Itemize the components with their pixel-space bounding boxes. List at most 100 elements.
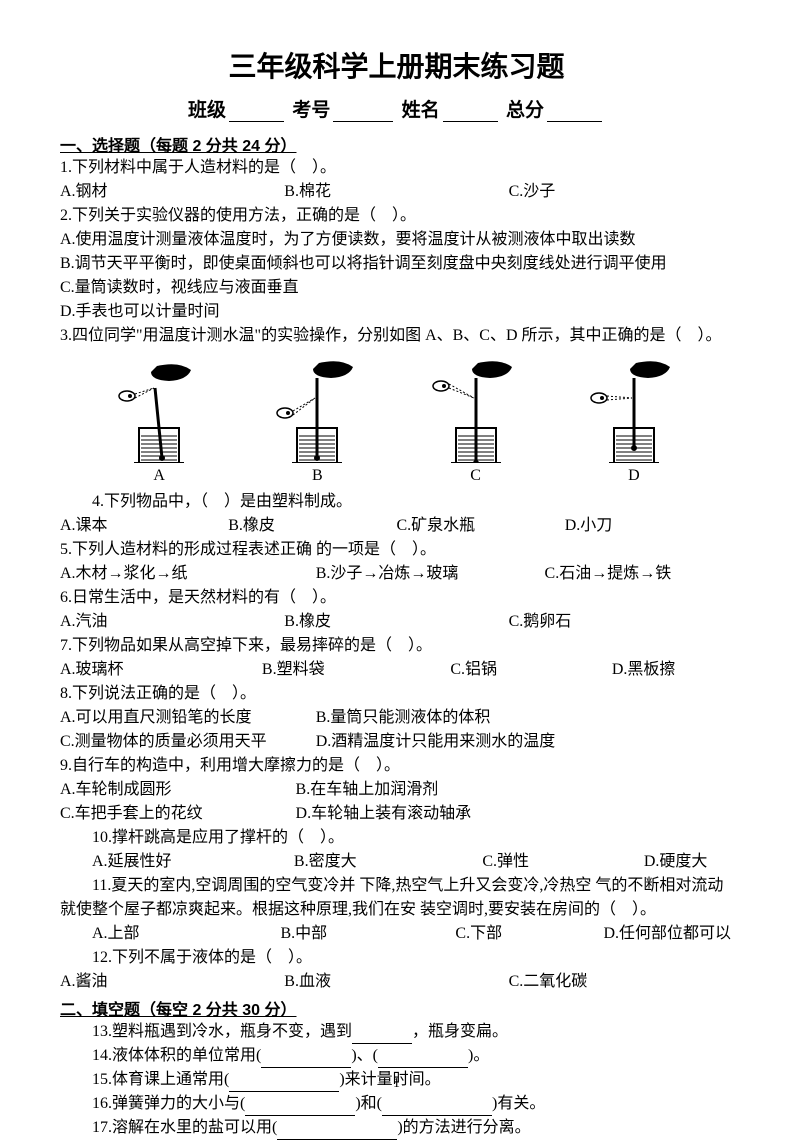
- total-blank[interactable]: [547, 104, 602, 122]
- q8-stem: 8.下列说法正确的是（ ）。: [60, 682, 733, 706]
- q17: 17.溶解在水里的盐可以用()的方法进行分离。: [60, 1116, 733, 1140]
- q6-opt-c: C.鹅卵石: [509, 610, 733, 634]
- q9-options: A.车轮制成圆形 B.在车轴上加润滑剂 C.车把手套上的花纹 D.车轮轴上装有滚…: [60, 778, 733, 826]
- q11-opt-d: D.任何部位都可以: [571, 922, 733, 946]
- q6-stem: 6.日常生活中，是天然材料的有（ ）。: [60, 586, 733, 610]
- page-title: 三年级科学上册期末练习题: [60, 45, 733, 85]
- q11-stem: 11.夏天的室内,空调周围的空气变冷并 下降,热空气上升又会变冷,冷热空 气的不…: [60, 874, 733, 922]
- q14-blank2[interactable]: [378, 1052, 468, 1068]
- q14: 14.液体体积的单位常用()、()。: [60, 1044, 733, 1068]
- q8-opt-d: D.酒精温度计只能用来测水的温度: [316, 730, 733, 754]
- q13-p2: ，瓶身变扁。: [412, 1023, 508, 1040]
- q9-stem: 9.自行车的构造中，利用增大摩擦力的是（ ）。: [60, 754, 733, 778]
- section1-head: 一、选择题（每题 2 分共 24 分）: [60, 132, 733, 156]
- name-label: 姓名: [402, 100, 440, 121]
- q1-opt-c: C.沙子: [509, 180, 733, 204]
- q16-p1: 16.弹簧弹力的大小与(: [92, 1095, 245, 1112]
- q2-opt-d: D.手表也可以计量时间: [60, 300, 733, 324]
- q9-opt-b: B.在车轴上加润滑剂: [296, 778, 733, 802]
- q9-opt-c: C.车把手套上的花纹: [60, 802, 296, 826]
- q14-blank1[interactable]: [261, 1052, 351, 1068]
- q8-opt-b: B.量筒只能测液体的体积: [316, 706, 733, 730]
- q6-options: A.汽油 B.橡皮 C.鹅卵石: [60, 610, 733, 634]
- q3-label-c: C: [470, 467, 481, 485]
- q17-blank[interactable]: [277, 1124, 397, 1140]
- section2-head: 二、填空题（每空 2 分共 30 分）: [60, 996, 733, 1020]
- q4-opt-a: A.课本: [60, 514, 228, 538]
- q2-stem: 2.下列关于实验仪器的使用方法，正确的是（ ）。: [60, 204, 733, 228]
- q11-options: A.上部 B.中部 C.下部 D.任何部位都可以: [60, 922, 733, 946]
- q10-options: A.延展性好 B.密度大 C.弹性 D.硬度大: [60, 850, 733, 874]
- q13: 13.塑料瓶遇到冷水，瓶身不变，遇到 ，瓶身变扁。: [60, 1020, 733, 1044]
- q1-opt-b: B.棉花: [284, 180, 508, 204]
- q10-opt-d: D.硬度大: [612, 850, 733, 874]
- class-blank[interactable]: [229, 104, 284, 122]
- q7-stem: 7.下列物品如果从高空掉下来，最易摔碎的是（ ）。: [60, 634, 733, 658]
- q10-opt-c: C.弹性: [450, 850, 612, 874]
- q3-diagram-b: B: [267, 358, 367, 485]
- q4-options: A.课本 B.橡皮 C.矿泉水瓶 D.小刀: [60, 514, 733, 538]
- q3-label-b: B: [312, 467, 323, 485]
- q3-diagram-a: A: [109, 358, 209, 485]
- q12-opt-b: B.血液: [284, 970, 508, 994]
- exam-blank[interactable]: [333, 104, 393, 122]
- page-number: 1: [0, 1076, 793, 1092]
- q7-options: A.玻璃杯 B.塑料袋 C.铝锅 D.黑板擦: [60, 658, 733, 682]
- q16: 16.弹簧弹力的大小与( )和( )有关。: [60, 1092, 733, 1116]
- q7-opt-d: D.黑板擦: [612, 658, 733, 682]
- name-blank[interactable]: [443, 104, 498, 122]
- q8-opt-a: A.可以用直尺测铅笔的长度: [60, 706, 316, 730]
- q8-options: A.可以用直尺测铅笔的长度 B.量筒只能测液体的体积 C.测量物体的质量必须用天…: [60, 706, 733, 754]
- q1-opt-a: A.钢材: [60, 180, 284, 204]
- q3-label-d: D: [628, 467, 640, 485]
- q12-stem: 12.下列不属于液体的是（ ）。: [60, 946, 733, 970]
- header-fields: 班级 考号 姓名 总分: [60, 95, 733, 122]
- q16-blank2[interactable]: [382, 1100, 492, 1116]
- q11-opt-a: A.上部: [60, 922, 248, 946]
- q2-opt-c: C.量筒读数时，视线应与液面垂直: [60, 276, 733, 300]
- q5-opt-c: C.石油→提炼→铁: [545, 562, 733, 586]
- q13-p1: 13.塑料瓶遇到冷水，瓶身不变，遇到: [92, 1023, 352, 1040]
- q14-p3: )。: [468, 1047, 489, 1064]
- q1-stem: 1.下列材料中属于人造材料的是（ ）。: [60, 156, 733, 180]
- q5-opt-a: A.木材→浆化→纸: [60, 562, 316, 586]
- q3-diagram-d: D: [584, 358, 684, 485]
- q2-opt-a: A.使用温度计测量液体温度时，为了方便读数，要将温度计从被测液体中取出读数: [60, 228, 733, 252]
- total-label: 总分: [506, 100, 544, 121]
- q10-opt-b: B.密度大: [262, 850, 450, 874]
- q4-stem: 4.下列物品中，（ ）是由塑料制成。: [60, 490, 733, 514]
- q16-blank1[interactable]: [245, 1100, 355, 1116]
- q11-opt-c: C.下部: [423, 922, 571, 946]
- q3-stem: 3.四位同学"用温度计测水温"的实验操作，分别如图 A、B、C、D 所示，其中正…: [60, 324, 733, 348]
- q3-diagrams: A B: [80, 358, 713, 485]
- q12-options: A.酱油 B.血液 C.二氧化碳: [60, 970, 733, 994]
- q4-opt-b: B.橡皮: [228, 514, 396, 538]
- q6-opt-b: B.橡皮: [284, 610, 508, 634]
- q13-blank[interactable]: [352, 1028, 412, 1044]
- q7-opt-b: B.塑料袋: [262, 658, 450, 682]
- q9-opt-d: D.车轮轴上装有滚动轴承: [296, 802, 733, 826]
- q1-options: A.钢材 B.棉花 C.沙子: [60, 180, 733, 204]
- q10-stem: 10.撑杆跳高是应用了撑杆的（ ）。: [60, 826, 733, 850]
- q6-opt-a: A.汽油: [60, 610, 284, 634]
- q7-opt-a: A.玻璃杯: [60, 658, 262, 682]
- q12-opt-a: A.酱油: [60, 970, 284, 994]
- class-label: 班级: [188, 100, 226, 121]
- q2-opt-b: B.调节天平平衡时，即使桌面倾斜也可以将指针调至刻度盘中央刻度线处进行调平使用: [60, 252, 733, 276]
- q10-opt-a: A.延展性好: [60, 850, 262, 874]
- exam-label: 考号: [292, 100, 330, 121]
- q3-diagram-c: C: [426, 358, 526, 485]
- q16-p2: )和(: [355, 1095, 382, 1112]
- q5-options: A.木材→浆化→纸 B.沙子→冶炼→玻璃 C.石油→提炼→铁: [60, 562, 733, 586]
- q4-opt-c: C.矿泉水瓶: [397, 514, 565, 538]
- q8-opt-c: C.测量物体的质量必须用天平: [60, 730, 316, 754]
- q11-opt-b: B.中部: [248, 922, 423, 946]
- q16-p3: )有关。: [492, 1095, 545, 1112]
- q3-label-a: A: [153, 467, 165, 485]
- q7-opt-c: C.铝锅: [450, 658, 612, 682]
- q4-opt-d: D.小刀: [565, 514, 733, 538]
- q5-stem: 5.下列人造材料的形成过程表述正确 的一项是（ ）。: [60, 538, 733, 562]
- q5-opt-b: B.沙子→冶炼→玻璃: [316, 562, 545, 586]
- q9-opt-a: A.车轮制成圆形: [60, 778, 296, 802]
- q14-p2: )、(: [351, 1047, 378, 1064]
